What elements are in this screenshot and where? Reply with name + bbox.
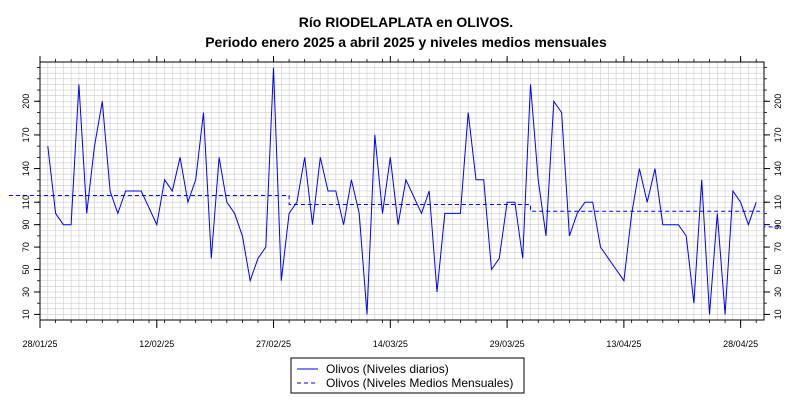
y-tick-label: 70 — [21, 242, 31, 252]
chart-title: Río RIODELAPLATA en OLIVOS. — [299, 14, 513, 30]
series-line-daily — [47, 67, 757, 315]
y-tick-label-right: 90 — [773, 220, 783, 230]
x-tick-label: 13/04/25 — [606, 339, 641, 349]
y-tick-label-right: 110 — [773, 195, 783, 209]
axes — [34, 56, 770, 328]
y-tick-label: 10 — [21, 309, 31, 319]
y-tick-label-right: 70 — [773, 242, 783, 252]
y-tick-label: 200 — [21, 94, 31, 109]
x-tick-label: 29/03/25 — [490, 339, 525, 349]
y-tick-label: 30 — [21, 287, 31, 297]
chart-subtitle: Periodo enero 2025 a abril 2025 y nivele… — [205, 34, 607, 50]
y-tick-label: 110 — [21, 195, 31, 209]
y-tick-label-right: 140 — [773, 161, 783, 176]
y-tick-label: 50 — [21, 265, 31, 275]
series-group — [8, 67, 780, 315]
y-tick-label-right: 170 — [773, 127, 783, 142]
grid — [40, 62, 764, 320]
x-tick-label: 27/02/25 — [256, 339, 291, 349]
legend-label-daily: Olivos (Niveles diarios) — [326, 362, 449, 376]
x-tick-label: 28/04/25 — [723, 339, 758, 349]
y-tick-label-right: 30 — [773, 287, 783, 297]
series-line-monthly-mean — [8, 195, 780, 228]
tick-labels: 28/01/25 12/02/25 27/02/25 14/03/25 29/03/25… — [21, 94, 783, 349]
y-tick-label: 90 — [21, 220, 31, 230]
y-tick-label: 140 — [21, 161, 31, 176]
legend-label-monthly: Olivos (Niveles Medios Mensuales) — [326, 376, 513, 390]
x-tick-label: 12/02/25 — [139, 339, 174, 349]
y-tick-label-right: 10 — [773, 309, 783, 319]
legend: Olivos (Niveles diarios) Olivos (Niveles… — [290, 357, 525, 394]
y-tick-label-right: 200 — [773, 94, 783, 109]
x-tick-label: 28/01/25 — [22, 339, 57, 349]
y-tick-label-right: 50 — [773, 265, 783, 275]
x-tick-label: 14/03/25 — [373, 339, 408, 349]
y-tick-label: 170 — [21, 127, 31, 142]
legend-box — [290, 357, 525, 394]
